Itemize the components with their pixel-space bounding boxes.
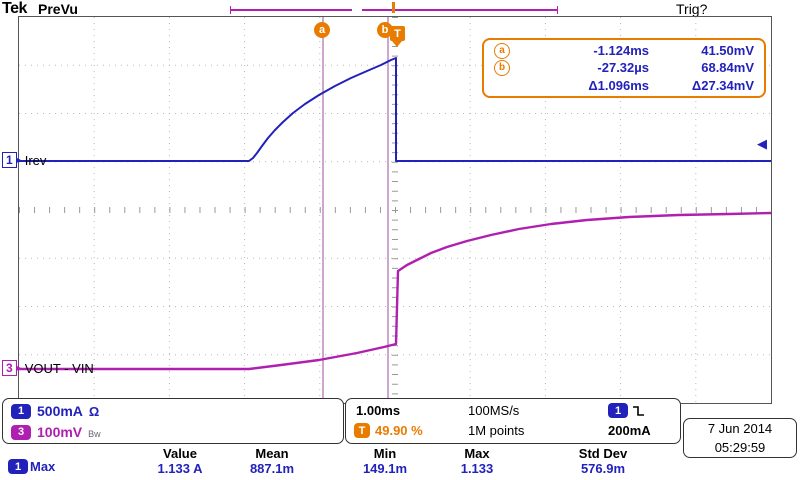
measurement-header-value: Value (163, 446, 197, 461)
trigger-source-badge: 1 (608, 403, 628, 418)
cursor-a-time: -1.124ms (593, 43, 649, 59)
record-length: 1M points (468, 423, 525, 438)
timebase-trigger-box: 1.00ms 100MS/s 1 T 49.90 % 1M points 200… (345, 398, 681, 444)
ch1-scale-readout[interactable]: 1 500mA Ω (11, 403, 99, 419)
ch3-arrow-icon: ▸ (16, 362, 22, 374)
cursor-b-marker[interactable]: b (377, 22, 393, 38)
trigger-source-readout[interactable]: 1 (608, 403, 647, 418)
trigger-level-value[interactable]: 200mA (608, 423, 651, 438)
channel-scale-box: 1 500mA Ω 3 100mV Bw (2, 398, 344, 444)
tek-logo: Tek (2, 0, 27, 17)
measurement-header-mean: Mean (255, 446, 289, 461)
ch1-scale-value: 500mA (37, 403, 83, 419)
measurement-mean: 887.1m (249, 461, 295, 476)
ch3-scale-readout[interactable]: 3 100mV Bw (11, 424, 101, 440)
ch3-trace-label: VOUT - VIN (24, 360, 94, 376)
cursor-a-marker[interactable]: a (314, 22, 330, 38)
ch3-trace (17, 211, 773, 371)
waveform-display (17, 17, 773, 403)
cursor-a-readout: a -1.124ms 41.50mV (494, 42, 754, 59)
trigger-position-tick (392, 2, 395, 13)
timebase-scale[interactable]: 1.00ms (356, 403, 401, 418)
trigger-position-flag-pointer (392, 41, 402, 47)
cursor-delta-value: Δ27.34mV (691, 77, 754, 93)
trigger-position-readout[interactable]: T 49.90 % (354, 423, 423, 438)
trigger-status-label: Trig? (676, 1, 708, 17)
record-view-bar-left (230, 9, 352, 11)
measurement-channel-badge: 1 (8, 459, 28, 474)
ch1-arrow-icon: ▸ (16, 154, 22, 166)
measurement-header-min: Min (373, 446, 397, 461)
time-label: 05:29:59 (714, 440, 766, 455)
datetime-box: 7 Jun 2014 05:29:59 (683, 418, 797, 458)
measurement-name[interactable]: Max (30, 459, 56, 474)
measurement-max: 1.133 (460, 461, 494, 476)
ch3-bandwidth-icon: Bw (88, 429, 101, 439)
cursor-b-value: 68.84mV (701, 60, 754, 76)
measurement-header-max: Max (464, 446, 490, 461)
cursor-a-badge-icon: a (494, 42, 510, 59)
cursor-readout-box: a -1.124ms 41.50mV b -27.32µs 68.84mV Δ1… (482, 38, 766, 98)
ch1-reference-marker[interactable]: 1 ▸ Irev (2, 152, 46, 168)
ch1-coupling-symbol: Ω (88, 403, 100, 419)
sample-rate: 100MS/s (468, 403, 520, 418)
measurement-value: 1.133 A (157, 461, 203, 476)
date-label: 7 Jun 2014 (707, 421, 773, 436)
ch1-trace-label: Irev (24, 152, 47, 168)
measurement-stddev: 576.9m (580, 461, 626, 476)
record-view-bar-right (362, 9, 558, 11)
ch1-scale-badge: 1 (11, 403, 31, 419)
cursor-b-readout: b -27.32µs 68.84mV (494, 59, 754, 76)
measurement-header-stddev: Std Dev (578, 446, 628, 461)
cursor-delta-spacer (494, 77, 510, 93)
ch1-badge: 1 (2, 152, 17, 168)
acquisition-mode-label: PreVu (38, 1, 78, 17)
measurement-min: 149.1m (362, 461, 408, 476)
ch3-scale-badge: 3 (11, 424, 31, 440)
cursor-b-time: -27.32µs (597, 60, 649, 76)
ch1-trace (18, 57, 772, 162)
graticule (17, 16, 773, 404)
trigger-position-value: 49.90 % (375, 423, 423, 438)
cursor-delta-readout: Δ1.096ms Δ27.34mV (494, 77, 754, 94)
ch3-badge: 3 (2, 360, 17, 376)
trigger-slope-icon (633, 405, 644, 416)
cursor-a-value: 41.50mV (701, 43, 754, 59)
ch3-reference-marker[interactable]: 3 ▸ VOUT - VIN (2, 360, 94, 376)
cursor-delta-time: Δ1.096ms (588, 77, 649, 93)
trigger-level-arrow-icon[interactable]: ◀ (757, 136, 767, 151)
record-view-end-tick (557, 6, 558, 14)
cursor-b-badge-icon: b (494, 59, 510, 76)
trigger-badge: T (354, 423, 370, 438)
trigger-position-flag[interactable]: T (390, 26, 405, 41)
ch3-scale-value: 100mV (37, 424, 83, 440)
record-view-start-tick (230, 6, 231, 14)
